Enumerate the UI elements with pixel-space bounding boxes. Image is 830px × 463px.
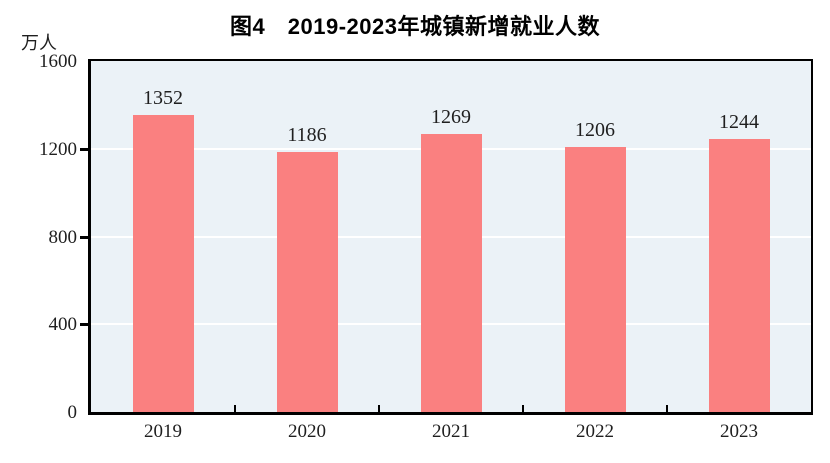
plot-inner: 1352 1186 1269 1206 1244	[91, 61, 811, 412]
y-tick-label-1200: 1200	[39, 138, 77, 160]
y-axis-tick-mark-800	[80, 235, 89, 239]
bar-2020	[276, 151, 338, 412]
bar-value-label-2023: 1244	[719, 111, 759, 134]
x-tick-label-2021: 2021	[432, 421, 470, 442]
x-tick-label-2019: 2019	[144, 421, 182, 442]
y-axis-tick-mark-400	[80, 323, 89, 327]
x-axis-boundary-tick-1	[234, 405, 236, 412]
bar-2019	[132, 115, 194, 412]
y-tick-label-0: 0	[67, 402, 78, 423]
x-axis-boundary-tick-4	[666, 405, 668, 412]
bar-value-label-2020: 1186	[287, 123, 327, 146]
bar-value-label-2019: 1352	[143, 87, 183, 110]
y-axis-tick-mark-1200	[80, 147, 89, 151]
x-tick-label-2020: 2020	[288, 421, 326, 442]
bar-value-label-2021: 1269	[431, 105, 471, 128]
y-tick-label-1600: 1600	[39, 51, 77, 72]
bar-2021	[420, 133, 482, 412]
y-axis-unit-label: 万人	[21, 33, 57, 53]
x-axis-boundary-tick-3	[522, 405, 524, 412]
chart-title: 图4 2019-2023年城镇新增就业人数	[230, 14, 600, 39]
x-axis-boundary-tick-2	[378, 405, 380, 412]
bar-value-label-2022: 1206	[575, 119, 615, 142]
plot-area: 1352 1186 1269 1206 1244	[88, 59, 813, 415]
y-tick-label-800: 800	[48, 226, 78, 248]
x-tick-label-2023: 2023	[720, 421, 758, 442]
y-tick-label-400: 400	[48, 314, 78, 336]
bar-2023	[708, 139, 770, 412]
x-tick-label-2022: 2022	[576, 421, 614, 442]
bar-2022	[564, 147, 626, 412]
